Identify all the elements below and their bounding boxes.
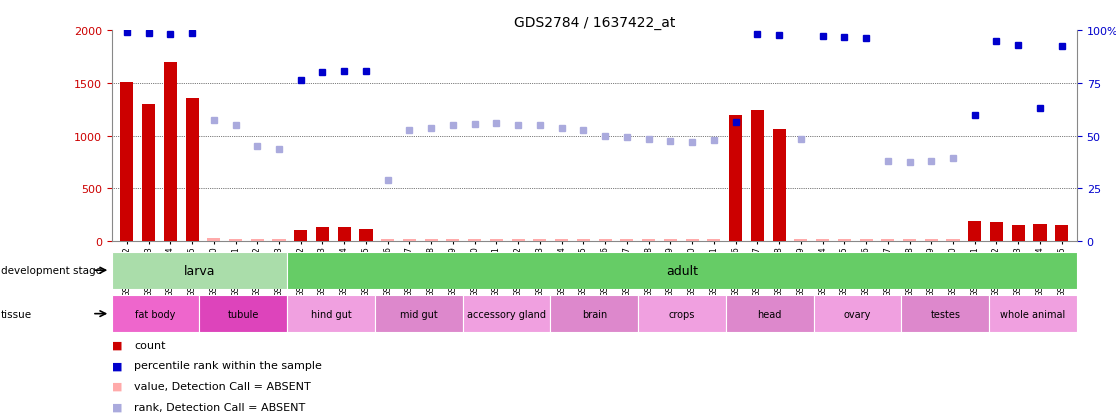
Bar — [772, 130, 786, 242]
Bar — [185, 98, 199, 242]
Bar — [946, 239, 960, 242]
Bar — [287, 295, 375, 332]
Text: ■: ■ — [112, 381, 122, 391]
Text: head: head — [758, 309, 782, 319]
Bar — [208, 238, 220, 242]
Text: ■: ■ — [112, 361, 122, 370]
Bar — [295, 230, 307, 242]
Bar — [121, 83, 133, 242]
Text: mid gut: mid gut — [400, 309, 437, 319]
Bar — [164, 62, 176, 242]
Bar — [112, 252, 287, 289]
Bar — [708, 239, 720, 242]
Bar — [751, 111, 763, 242]
Bar — [463, 295, 550, 332]
Bar — [1012, 226, 1024, 242]
Bar — [989, 295, 1077, 332]
Bar — [490, 239, 503, 242]
Text: testes: testes — [931, 309, 960, 319]
Bar — [272, 239, 286, 242]
Bar — [425, 239, 437, 242]
Text: whole animal: whole animal — [1000, 309, 1066, 319]
Text: accessory gland: accessory gland — [466, 309, 546, 319]
Bar — [725, 295, 814, 332]
Bar — [112, 295, 200, 332]
Bar — [469, 239, 481, 242]
Bar — [338, 228, 350, 242]
Bar — [664, 239, 677, 242]
Bar — [816, 239, 829, 242]
Bar — [577, 239, 590, 242]
Text: tubule: tubule — [228, 309, 259, 319]
Bar — [638, 295, 725, 332]
Bar — [287, 252, 1077, 289]
Bar — [359, 229, 373, 242]
Text: larva: larva — [184, 264, 215, 277]
Text: adult: adult — [666, 264, 698, 277]
Bar — [925, 239, 937, 242]
Bar — [316, 228, 329, 242]
Bar — [795, 239, 807, 242]
Text: brain: brain — [581, 309, 607, 319]
Bar — [555, 239, 568, 242]
Bar — [685, 239, 699, 242]
Bar — [251, 239, 263, 242]
Bar — [1033, 224, 1047, 242]
Text: hind gut: hind gut — [310, 309, 352, 319]
Bar — [642, 239, 655, 242]
Text: percentile rank within the sample: percentile rank within the sample — [134, 361, 321, 370]
Bar — [620, 239, 634, 242]
Bar — [142, 104, 155, 242]
Bar — [969, 222, 981, 242]
Text: ■: ■ — [112, 340, 122, 350]
Bar — [990, 223, 1003, 242]
Bar — [403, 239, 416, 242]
Bar — [903, 239, 916, 242]
Bar — [882, 239, 894, 242]
Text: count: count — [134, 340, 165, 350]
Text: ■: ■ — [112, 402, 122, 412]
Bar — [598, 239, 612, 242]
Bar — [902, 295, 989, 332]
Bar — [550, 295, 638, 332]
Bar — [814, 295, 902, 332]
Text: development stage: development stage — [1, 266, 103, 275]
Text: value, Detection Call = ABSENT: value, Detection Call = ABSENT — [134, 381, 310, 391]
Bar — [1056, 226, 1068, 242]
Title: GDS2784 / 1637422_at: GDS2784 / 1637422_at — [513, 16, 675, 30]
Bar — [229, 240, 242, 242]
Bar — [446, 239, 460, 242]
Text: tissue: tissue — [1, 309, 32, 319]
Bar — [729, 115, 742, 242]
Bar — [859, 239, 873, 242]
Text: rank, Detection Call = ABSENT: rank, Detection Call = ABSENT — [134, 402, 305, 412]
Bar — [382, 239, 394, 242]
Text: crops: crops — [668, 309, 695, 319]
Bar — [200, 295, 287, 332]
Text: fat body: fat body — [135, 309, 175, 319]
Bar — [838, 239, 850, 242]
Bar — [375, 295, 463, 332]
Text: ovary: ovary — [844, 309, 872, 319]
Bar — [511, 239, 525, 242]
Bar — [533, 239, 547, 242]
